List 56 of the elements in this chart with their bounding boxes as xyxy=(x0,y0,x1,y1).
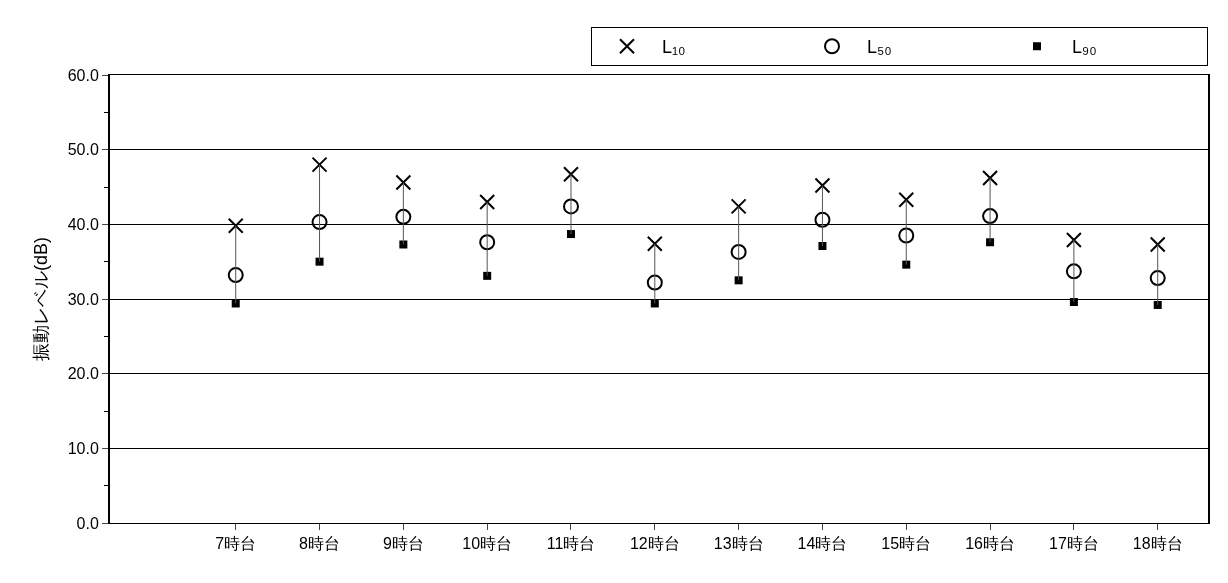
point xyxy=(395,174,412,191)
point xyxy=(315,257,324,266)
point xyxy=(898,227,915,244)
x-tick-label: 14時台 xyxy=(797,535,848,553)
x-tick-label: 11時台 xyxy=(546,535,596,553)
point xyxy=(562,166,579,183)
point xyxy=(730,198,747,215)
point xyxy=(730,243,747,260)
legend-label: L₉₀ xyxy=(1072,37,1097,58)
point xyxy=(1149,270,1166,287)
y-tick-label: 50.0 xyxy=(67,141,99,159)
point xyxy=(563,198,579,215)
point xyxy=(399,240,408,249)
y-tick-label: 20.0 xyxy=(67,365,99,383)
x-tick-label: 16時台 xyxy=(965,535,1015,553)
point xyxy=(814,211,831,228)
x-tick-label: 17時台 xyxy=(1048,535,1099,553)
point xyxy=(227,267,244,284)
point xyxy=(1149,236,1166,253)
point xyxy=(483,271,492,280)
y-axis-title: 振動レベル(dB) xyxy=(31,236,52,362)
point xyxy=(734,276,743,285)
point xyxy=(395,208,412,225)
legend-label: L₅₀ xyxy=(867,37,892,58)
x-tick-label: 10時台 xyxy=(462,535,513,553)
point xyxy=(814,177,831,194)
point xyxy=(231,299,240,308)
point xyxy=(311,156,328,173)
point xyxy=(646,235,663,252)
y-tick-label: 10.0 xyxy=(67,439,99,457)
x-tick-label: 8時台 xyxy=(299,535,340,553)
point xyxy=(227,217,244,234)
point xyxy=(311,214,328,231)
point xyxy=(1065,232,1082,249)
point xyxy=(646,274,663,291)
y-tick-label: 0.0 xyxy=(76,514,99,532)
y-tick-label: 60.0 xyxy=(67,66,99,84)
x-tick-label: 12時台 xyxy=(629,535,680,553)
point xyxy=(650,299,659,308)
y-tick-label: 40.0 xyxy=(67,215,99,233)
point xyxy=(898,191,915,208)
x-tick-label: 13時台 xyxy=(713,535,764,553)
point xyxy=(479,193,496,210)
point xyxy=(982,208,999,225)
legend-label: L₁₀ xyxy=(662,37,686,58)
x-tick-label: 15時台 xyxy=(881,535,932,553)
point xyxy=(479,234,496,251)
x-tick-label: 7時台 xyxy=(215,535,257,553)
point xyxy=(818,241,827,250)
y-tick-label: 30.0 xyxy=(67,290,99,308)
point xyxy=(982,170,999,187)
point xyxy=(1065,263,1082,280)
x-tick-label: 18時台 xyxy=(1132,535,1183,553)
point xyxy=(1153,300,1162,309)
x-tick-label: 9時台 xyxy=(382,535,424,553)
point xyxy=(902,260,911,269)
